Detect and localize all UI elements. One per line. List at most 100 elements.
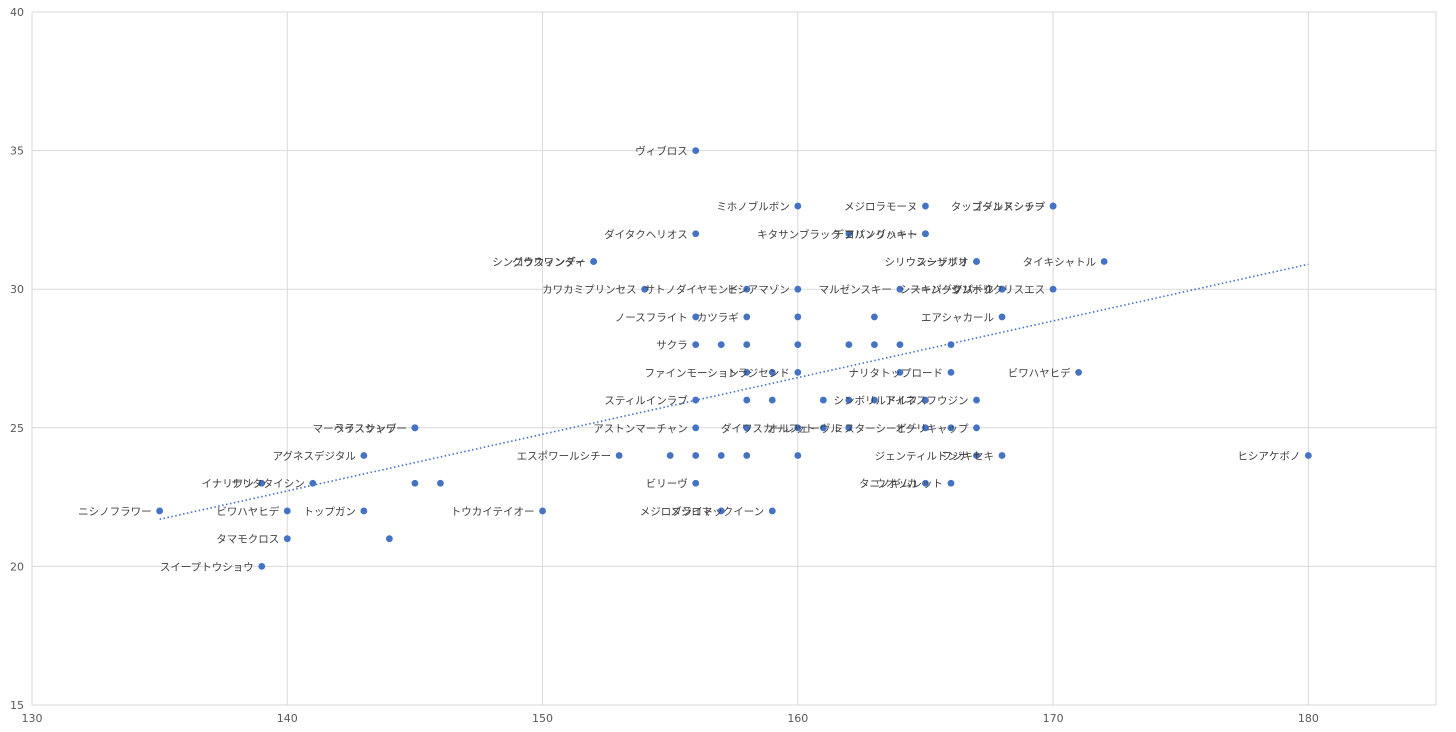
data-point xyxy=(1049,285,1057,293)
data-point xyxy=(922,479,929,487)
data-point-label: ミスターシービー xyxy=(834,423,918,435)
data-point-label: シーキングザパール xyxy=(900,283,994,296)
data-point-label: シーザリオ xyxy=(916,256,968,268)
data-point xyxy=(973,424,980,432)
data-point-label: オルフェーヴル xyxy=(767,422,841,435)
data-point xyxy=(1049,202,1057,210)
data-point xyxy=(871,396,878,404)
data-point xyxy=(998,452,1006,459)
data-point-label: シンコウウィンディ xyxy=(492,255,585,268)
data-point-label: トラジセンド xyxy=(727,367,790,379)
gridlines xyxy=(31,11,1437,706)
data-point-label: ウオッカ xyxy=(875,478,917,490)
axis-tick-labels: 15 20 25 30 35 40 130 140 150 160 170 180 xyxy=(10,6,1319,725)
data-point xyxy=(692,424,700,432)
data-point-label: グラスワンダー xyxy=(512,255,585,268)
data-point xyxy=(794,368,802,376)
data-point xyxy=(743,285,751,293)
data-point-label: ビリーヴ xyxy=(646,477,688,490)
data-point-label: マーベラスサンデー xyxy=(313,422,407,435)
data-point-label: ライスシャワー xyxy=(334,423,407,435)
data-point xyxy=(1100,258,1108,265)
data-point xyxy=(794,202,802,210)
data-point-label: シリウスシンボリ xyxy=(885,256,969,268)
data-point-label: アイネスフウジン xyxy=(885,395,968,407)
data-point-label: タイキシャトル xyxy=(1023,256,1097,268)
data-point xyxy=(717,507,725,515)
data-point-label: イナリワン xyxy=(201,478,253,490)
data-point xyxy=(871,313,878,321)
data-point xyxy=(360,452,368,459)
data-point xyxy=(539,507,546,515)
data-point-label: ナリタトップロード xyxy=(848,367,943,379)
x-tick-label: 150 xyxy=(532,712,553,725)
data-point xyxy=(717,341,725,349)
data-point xyxy=(1304,452,1312,459)
data-point-label: スイープトウショウ xyxy=(160,561,254,573)
data-point xyxy=(360,507,368,515)
data-point-label: マルゼンスキー xyxy=(819,284,892,296)
y-tick-label: 15 xyxy=(10,699,24,712)
data-point-label: ダイワスカーレット xyxy=(721,422,816,435)
data-point xyxy=(641,285,649,293)
data-point xyxy=(768,368,776,376)
data-point xyxy=(692,396,700,404)
data-point xyxy=(743,396,751,404)
data-points xyxy=(156,147,1312,570)
x-tick-label: 180 xyxy=(1298,712,1319,725)
data-point-label: ナリタタイシン xyxy=(231,478,305,490)
data-point xyxy=(922,202,929,210)
data-point-label: メジロラモーヌ xyxy=(844,201,918,213)
data-point-label: スーパークリーク xyxy=(910,284,994,296)
data-point-label: コパノリッキー xyxy=(844,229,918,241)
data-point xyxy=(692,479,700,487)
data-point-label: ニシノフラワー xyxy=(78,506,152,518)
data-point xyxy=(998,285,1006,293)
data-point-label: フジキセキ xyxy=(942,451,995,463)
y-tick-label: 30 xyxy=(10,283,24,296)
y-tick-label: 40 xyxy=(10,6,24,19)
data-point xyxy=(871,341,878,349)
data-point xyxy=(692,230,700,238)
x-tick-label: 160 xyxy=(787,712,808,725)
data-point xyxy=(615,452,623,459)
data-point xyxy=(156,507,164,515)
x-tick-label: 130 xyxy=(22,712,43,725)
x-tick-label: 170 xyxy=(1043,712,1064,725)
data-point-label: ゴールドシップ xyxy=(972,200,1046,213)
data-point-label: オグリキャップ xyxy=(895,422,969,435)
y-tick-label: 25 xyxy=(10,422,24,435)
data-point-label: ミホノブルボン xyxy=(716,200,790,213)
data-point xyxy=(283,535,291,543)
data-point xyxy=(819,396,827,404)
trendline xyxy=(159,263,1309,521)
data-point xyxy=(845,230,853,238)
data-point xyxy=(666,452,674,459)
data-point xyxy=(692,452,700,459)
data-point-label: トウカイテイオー xyxy=(451,506,535,518)
data-point-label: サトノダイヤモンド xyxy=(645,283,739,296)
data-point-label: メジロマックイーン xyxy=(670,506,764,518)
data-point xyxy=(922,230,929,238)
data-point xyxy=(743,368,751,376)
data-point-label: シンボリクリスエス xyxy=(951,284,1046,296)
data-point xyxy=(794,424,802,432)
data-point-label: エアシャカール xyxy=(921,312,994,324)
data-point-label: アグネスデジタル xyxy=(273,450,356,463)
data-point-label: エスポワールシチー xyxy=(517,451,612,463)
data-point xyxy=(973,452,980,459)
data-point xyxy=(437,479,444,487)
data-point xyxy=(973,396,980,404)
data-point xyxy=(845,341,853,349)
data-point xyxy=(743,452,751,459)
data-point xyxy=(258,563,266,570)
y-tick-label: 20 xyxy=(10,560,24,573)
data-point xyxy=(743,341,751,349)
y-tick-label: 35 xyxy=(10,145,24,158)
data-point xyxy=(896,341,904,349)
data-point xyxy=(768,396,776,404)
data-point xyxy=(947,341,955,349)
data-point xyxy=(385,535,393,543)
data-point-label: ビワハヤヒデ xyxy=(1008,366,1071,379)
